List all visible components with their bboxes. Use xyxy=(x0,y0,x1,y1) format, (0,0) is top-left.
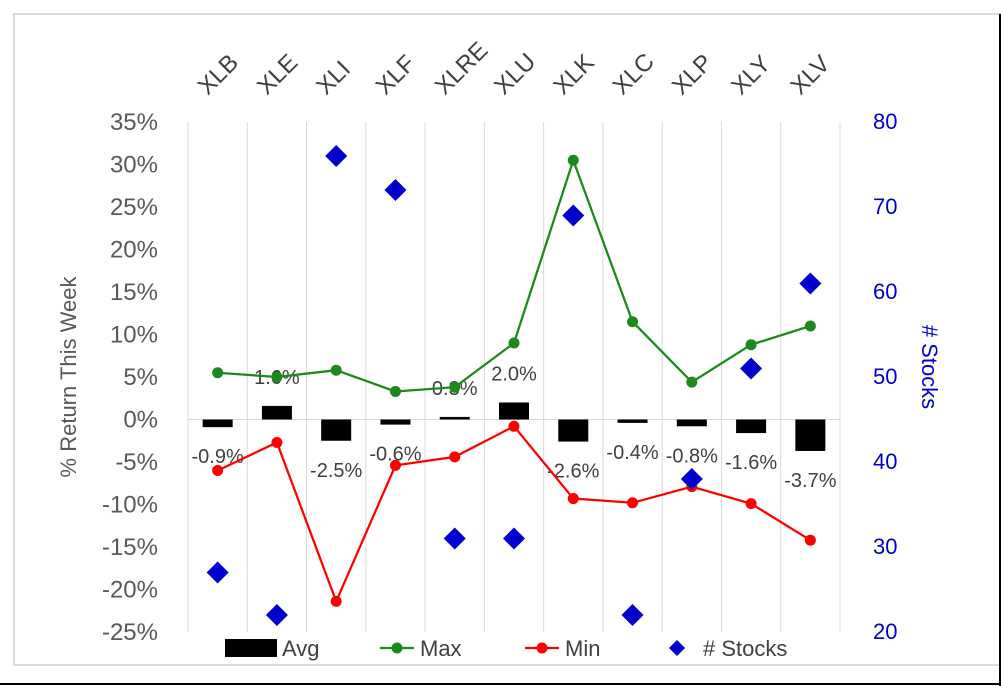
bar-data-label: 2.0% xyxy=(491,364,537,386)
y-tick-label: 35% xyxy=(110,109,158,136)
y2-tick-label: 50 xyxy=(873,364,897,389)
bar-data-label: -1.6% xyxy=(725,452,777,474)
y-axis-title: % Return This Week xyxy=(56,276,81,478)
series-max-point xyxy=(745,339,757,351)
series-min-point xyxy=(804,534,816,546)
series-stocks-point xyxy=(325,145,348,167)
bar-data-label: -0.6% xyxy=(369,444,421,466)
bar-data-label: -0.8% xyxy=(666,445,718,467)
legend-marker-min xyxy=(536,642,548,654)
y2-tick-label: 70 xyxy=(873,194,897,219)
bar-avg xyxy=(736,419,767,434)
series-stocks-point xyxy=(206,561,229,584)
bar-data-label: -3.7% xyxy=(784,470,836,492)
bar-avg xyxy=(676,419,707,427)
y-tick-label: 10% xyxy=(110,322,158,349)
series-max-point xyxy=(389,385,401,397)
series-min-point xyxy=(567,493,579,505)
bar-avg xyxy=(439,416,470,420)
bar-data-label: -0.9% xyxy=(192,446,244,468)
series-min-point xyxy=(745,498,757,510)
series-stocks-point xyxy=(503,527,525,550)
y-tick-label: -5% xyxy=(115,449,158,476)
series-min-point xyxy=(330,595,342,607)
series-min-point xyxy=(508,420,520,432)
series-min-point xyxy=(271,436,283,448)
legend-label-max: Max xyxy=(420,636,462,661)
bar-avg xyxy=(795,419,826,451)
y-tick-label: -20% xyxy=(102,577,158,604)
series-max-point xyxy=(508,337,520,349)
series-stocks-point xyxy=(443,527,466,550)
bar-avg xyxy=(202,419,233,428)
series-max-point xyxy=(567,154,579,166)
legend-swatch-avg xyxy=(225,639,277,657)
y2-tick-label: 60 xyxy=(873,279,897,304)
series-max-point xyxy=(804,320,816,332)
y2-axis-title: # Stocks xyxy=(917,325,942,409)
series-min-point xyxy=(212,465,224,476)
bar-data-label: -0.4% xyxy=(606,442,658,464)
series-max-point xyxy=(627,316,639,328)
y-tick-label: 25% xyxy=(110,194,158,221)
series-max-point xyxy=(271,371,283,383)
series-stocks-point xyxy=(740,357,763,380)
legend-marker-max xyxy=(391,642,403,654)
bar-avg xyxy=(499,402,529,420)
series-min-point xyxy=(389,459,401,471)
series-min-point xyxy=(449,451,461,463)
bar-avg xyxy=(321,419,352,441)
y-tick-label: 15% xyxy=(110,279,158,306)
series-min-point xyxy=(627,497,639,509)
chart-frame xyxy=(13,13,1001,666)
y-tick-label: -25% xyxy=(102,619,158,646)
y2-tick-label: 20 xyxy=(873,619,897,644)
series-stocks-point xyxy=(265,604,288,626)
series-stocks-point xyxy=(680,468,703,490)
y2-tick-label: 40 xyxy=(873,449,897,474)
series-max-point xyxy=(686,376,698,388)
bar-data-label: -2.5% xyxy=(310,460,362,482)
legend-label-stocks: # Stocks xyxy=(703,636,787,661)
series-stocks-point xyxy=(799,272,822,295)
series-stocks-point xyxy=(621,604,644,626)
series-stocks-point xyxy=(384,179,407,201)
bar-avg xyxy=(261,405,292,420)
y2-tick-label: 30 xyxy=(873,534,897,559)
series-max-point xyxy=(330,364,342,376)
series-max-point xyxy=(449,381,461,393)
y-tick-label: 0% xyxy=(123,407,158,434)
y-tick-label: -10% xyxy=(102,492,158,519)
bar-avg xyxy=(380,419,411,425)
y-tick-label: 30% xyxy=(110,152,158,179)
y-tick-label: 5% xyxy=(123,364,158,391)
bar-avg xyxy=(558,419,589,442)
series-max-point xyxy=(212,367,224,379)
y2-tick-label: 80 xyxy=(873,109,897,134)
y-tick-label: -15% xyxy=(102,534,158,561)
bar-data-label: -2.6% xyxy=(547,461,599,483)
bar-avg xyxy=(617,419,648,423)
legend-label-avg: Avg xyxy=(282,636,320,661)
series-stocks-point xyxy=(562,204,585,227)
y-tick-label: 20% xyxy=(110,237,158,264)
legend-marker-stocks xyxy=(669,640,685,656)
legend-label-min: Min xyxy=(565,636,600,661)
